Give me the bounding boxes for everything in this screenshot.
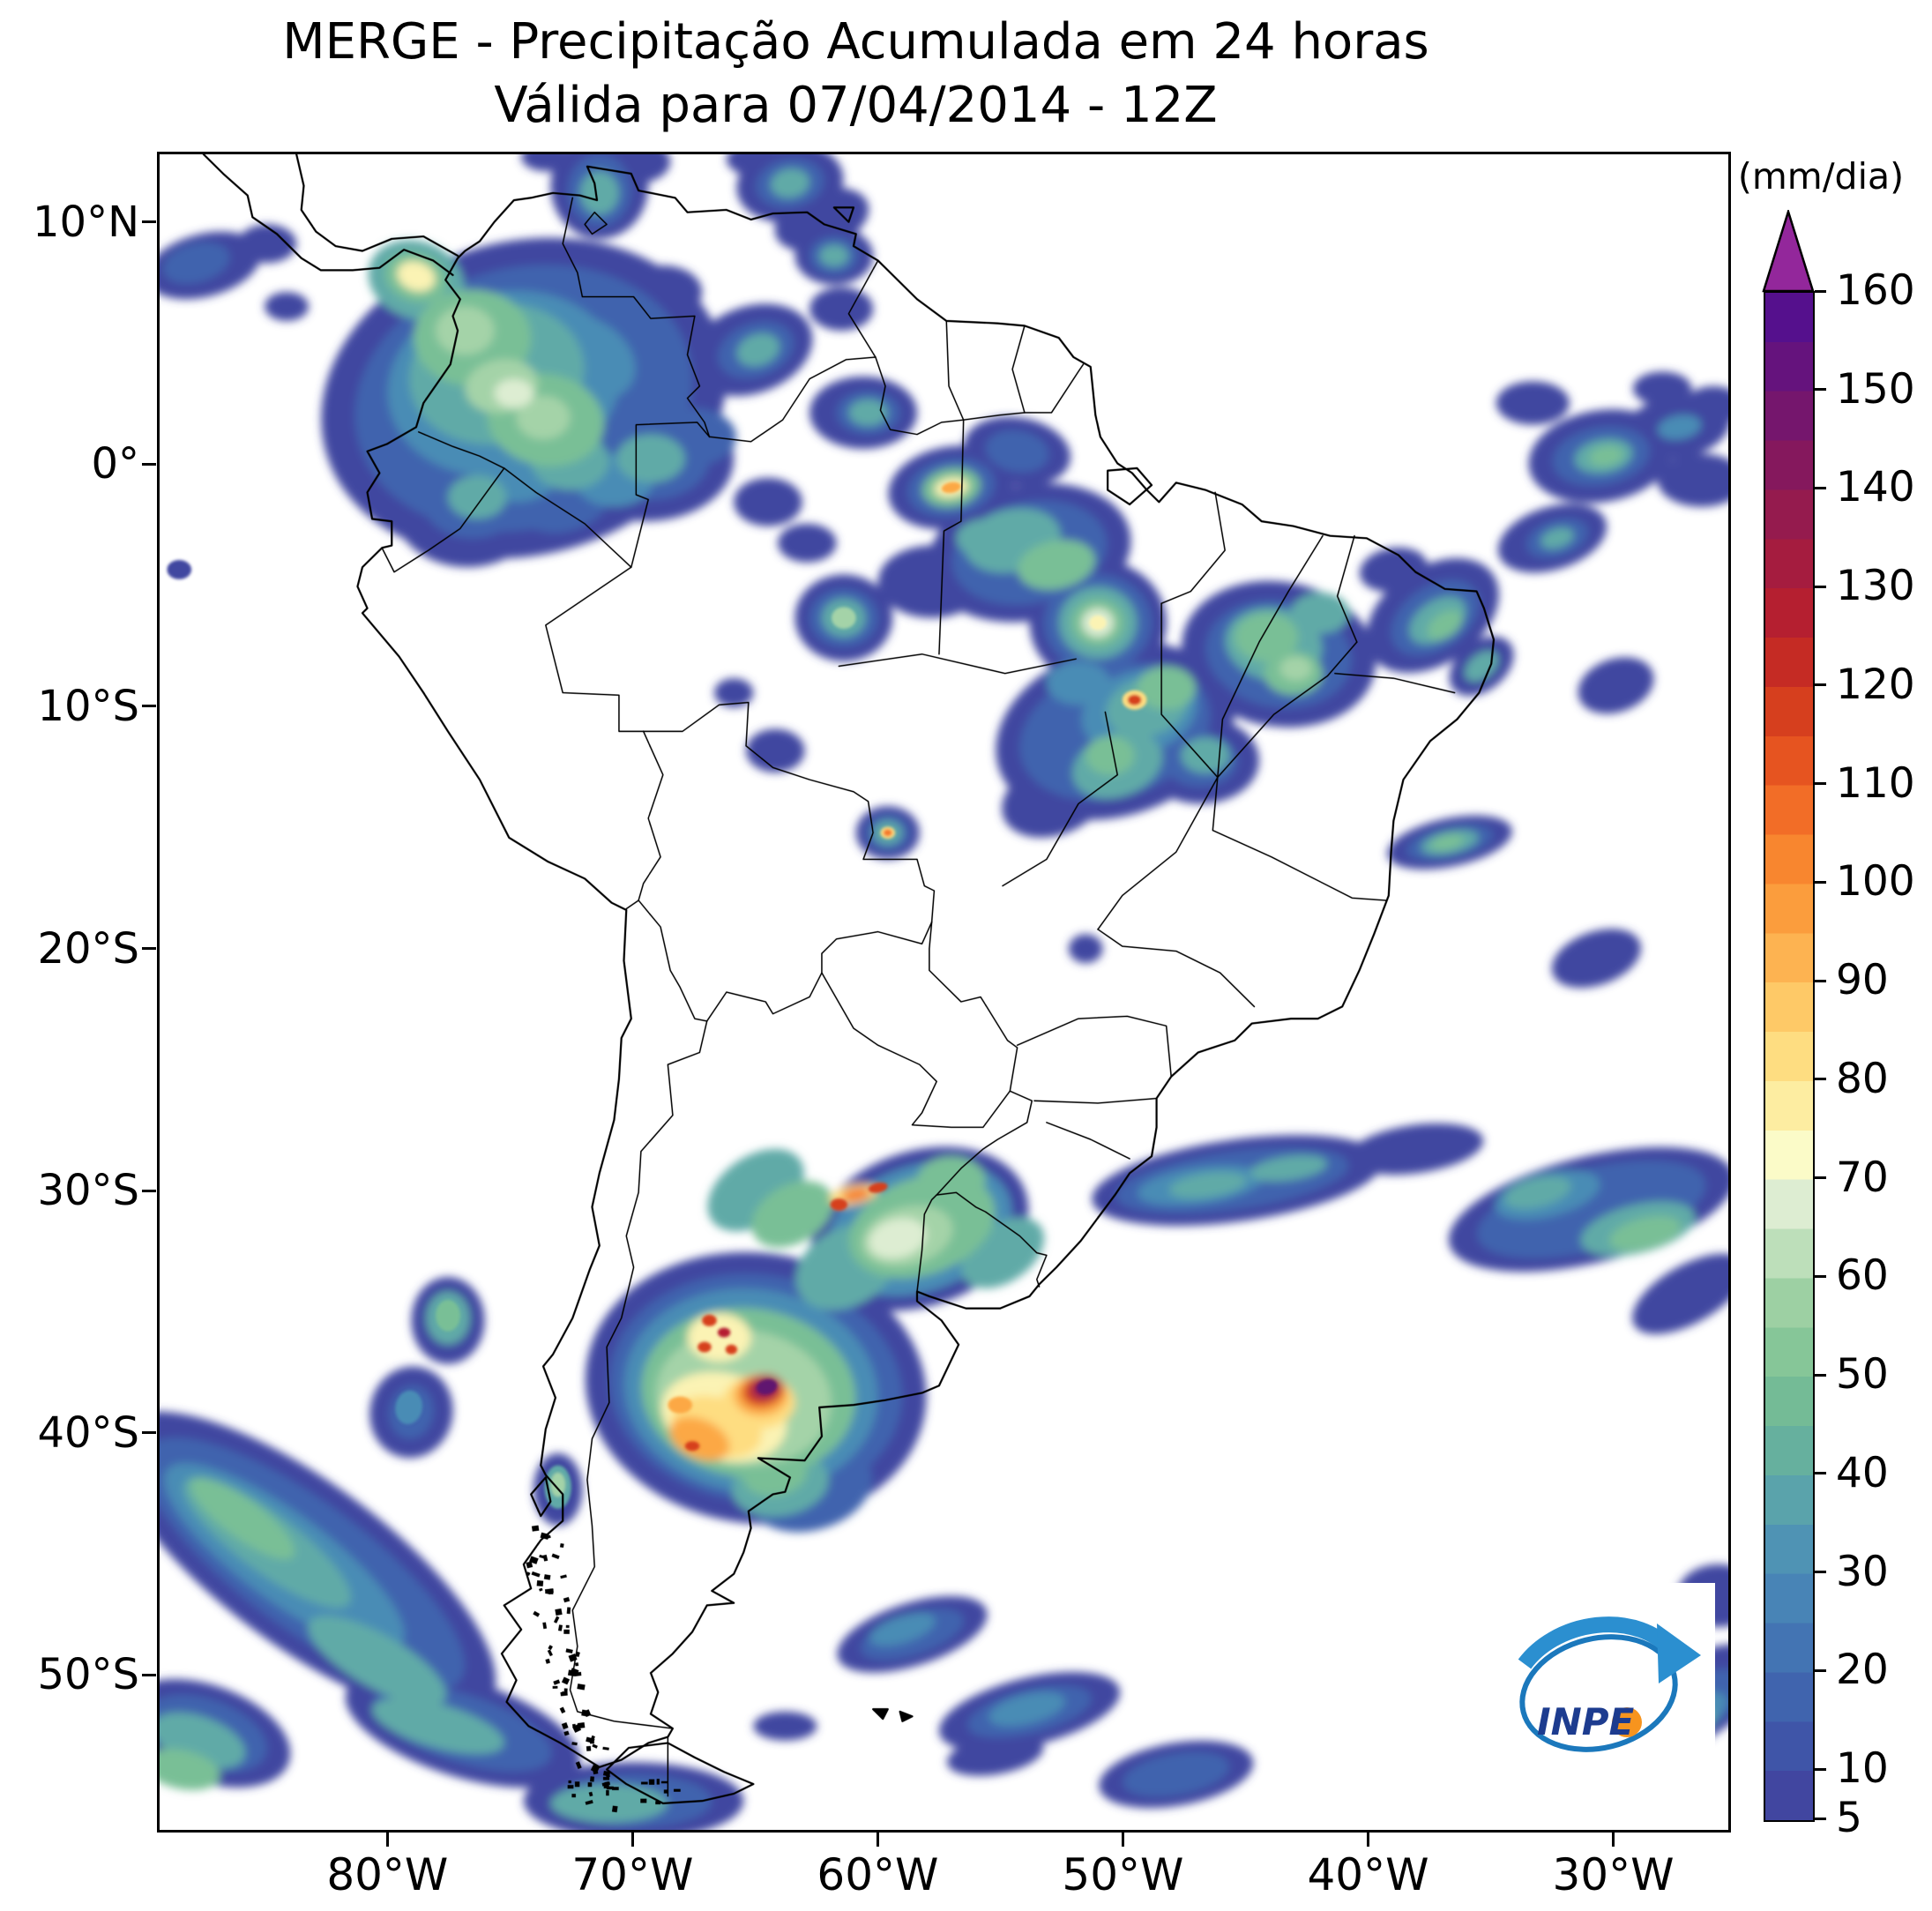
- colorbar-tick-mark: [1815, 1817, 1826, 1820]
- colorbar-tick-label: 70: [1836, 1153, 1889, 1202]
- colorbar-tick-mark: [1815, 782, 1826, 786]
- chart-title-line2: Válida para 07/04/2014 - 12Z: [494, 76, 1218, 134]
- y-axis-tick-mark: [142, 1673, 156, 1676]
- colorbar-tick-label: 90: [1836, 956, 1889, 1005]
- colorbar-tick-mark: [1815, 683, 1826, 687]
- colorbar-tick-label: 50: [1836, 1350, 1889, 1400]
- colorbar-tick-mark: [1815, 1668, 1826, 1672]
- x-axis-tick-mark: [1367, 1833, 1369, 1847]
- y-axis-tick-label: 10°S: [37, 681, 139, 731]
- colorbar-extend-arrow: [1762, 210, 1815, 293]
- x-axis-tick-label: 40°W: [1307, 1849, 1429, 1900]
- colorbar-tick-mark: [1815, 979, 1826, 982]
- x-axis-tick-mark: [876, 1833, 879, 1847]
- map-plot-area: INPE: [157, 152, 1731, 1833]
- colorbar-tick-label: 30: [1836, 1547, 1889, 1596]
- y-axis-tick-mark: [142, 705, 156, 708]
- precipitation-field: [160, 154, 1728, 1830]
- colorbar-tick-mark: [1815, 1571, 1826, 1574]
- inpe-orbit-icon: [1519, 1634, 1678, 1752]
- colorbar-tick-mark: [1815, 880, 1826, 884]
- colorbar: [1764, 291, 1815, 1822]
- colorbar-tick-mark: [1815, 1767, 1826, 1771]
- y-axis-tick-label: 30°S: [37, 1166, 139, 1216]
- colorbar-tick-label: 10: [1836, 1744, 1889, 1794]
- colorbar-tick-mark: [1815, 1078, 1826, 1081]
- x-axis-tick-label: 30°W: [1552, 1849, 1675, 1900]
- colorbar-tick-label: 5: [1836, 1794, 1862, 1842]
- colorbar-tick-mark: [1815, 289, 1826, 293]
- colorbar-tick-label: 80: [1836, 1054, 1889, 1103]
- colorbar-tick-mark: [1815, 1472, 1826, 1475]
- colorbar-tick-mark: [1815, 585, 1826, 588]
- y-axis-tick-mark: [142, 947, 156, 951]
- inpe-swoosh-icon: [1518, 1616, 1675, 1669]
- x-axis-tick-mark: [385, 1833, 389, 1847]
- x-axis-tick-label: 80°W: [326, 1849, 449, 1900]
- y-axis-tick-label: 20°S: [37, 923, 139, 974]
- x-axis-tick-mark: [630, 1833, 634, 1847]
- y-axis-tick-label: 40°S: [37, 1407, 139, 1458]
- inpe-arrowhead-icon: [1657, 1624, 1701, 1683]
- x-axis-tick-mark: [1612, 1833, 1615, 1847]
- colorbar-tick-label: 40: [1836, 1448, 1889, 1497]
- x-axis-tick-label: 60°W: [817, 1849, 939, 1900]
- y-axis-tick-mark: [142, 1431, 156, 1435]
- inpe-logo-graphic: INPE: [1518, 1616, 1701, 1752]
- colorbar-tick-mark: [1815, 1176, 1826, 1180]
- colorbar-tick-mark: [1815, 388, 1826, 392]
- country-borders: [381, 197, 1456, 1797]
- colorbar-tick-label: 130: [1836, 562, 1915, 611]
- inpe-logo: INPE: [1493, 1583, 1715, 1802]
- colorbar-tick-label: 140: [1836, 463, 1915, 512]
- x-axis-tick-label: 70°W: [571, 1849, 694, 1900]
- chart-title-line1: MERGE - Precipitação Acumulada em 24 hor…: [282, 13, 1429, 71]
- precipitation-cores: [167, 481, 1147, 1509]
- colorbar-tick-label: 110: [1836, 758, 1915, 808]
- coastline: [202, 154, 1496, 1804]
- y-axis-tick-mark: [142, 1189, 156, 1192]
- colorbar-tick-label: 100: [1836, 857, 1915, 907]
- y-axis-tick-label: 10°N: [33, 197, 139, 247]
- y-axis-tick-mark: [142, 462, 156, 466]
- colorbar-tick-mark: [1815, 1373, 1826, 1377]
- inpe-logo-text: INPE: [1537, 1700, 1635, 1743]
- x-axis-tick-mark: [1121, 1833, 1124, 1847]
- chart-title: MERGE - Precipitação Acumulada em 24 hor…: [157, 11, 1555, 137]
- colorbar-tick-mark: [1815, 486, 1826, 489]
- colorbar-tick-label: 60: [1836, 1251, 1889, 1301]
- inpe-orange-dot-icon: [1612, 1707, 1642, 1737]
- colorbar-units-label: (mm/dia): [1737, 155, 1905, 198]
- colorbar-tick-label: 150: [1836, 364, 1915, 414]
- fjord-speckles: [526, 1525, 681, 1813]
- y-axis-tick-label: 0°: [91, 439, 139, 489]
- colorbar-tick-label: 20: [1836, 1646, 1889, 1695]
- x-axis-tick-label: 50°W: [1062, 1849, 1184, 1900]
- y-axis-tick-mark: [142, 220, 156, 224]
- colorbar-tick-mark: [1815, 1274, 1826, 1278]
- y-axis-tick-label: 50°S: [37, 1650, 139, 1700]
- colorbar-tick-label: 120: [1836, 660, 1915, 709]
- colorbar-tick-label: 160: [1836, 266, 1915, 315]
- precipitation-map-svg: [160, 154, 1728, 1830]
